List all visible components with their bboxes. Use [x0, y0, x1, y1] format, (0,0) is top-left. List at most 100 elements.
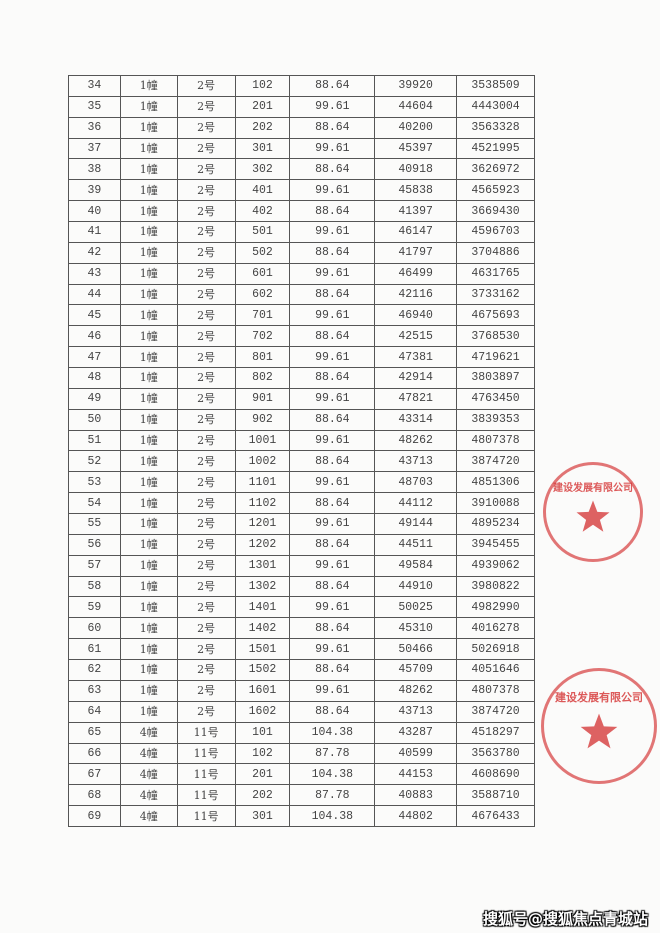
- room-cell: 501: [234, 221, 291, 243]
- total-price-cell: 3563780: [456, 742, 535, 765]
- unit-price-cell: 45310: [374, 617, 458, 640]
- unit-price-cell: 39920: [374, 75, 458, 97]
- unit-cell: 2号: [176, 387, 236, 410]
- building-cell: 1幢: [119, 116, 178, 139]
- room-cell: 1301: [234, 554, 291, 577]
- area-cell: 87.78: [289, 784, 376, 807]
- table-row: 43 1幢 2号 601 99.61 46499 4631765: [68, 262, 535, 285]
- unit-price-cell: 43314: [374, 408, 458, 431]
- room-cell: 1001: [234, 429, 291, 452]
- table-row: 54 1幢 2号 1102 88.64 44112 3910088: [68, 492, 535, 515]
- unit-price-cell: 44910: [374, 575, 458, 598]
- row-number-cell: 46: [68, 325, 121, 348]
- room-cell: 402: [234, 200, 291, 223]
- unit-price-cell: 40200: [374, 116, 458, 139]
- area-cell: 99.61: [289, 471, 376, 494]
- row-number-cell: 40: [68, 200, 121, 223]
- total-price-cell: 4763450: [456, 387, 535, 410]
- company-seal-stamp-2: 建设发展有限公司: [541, 668, 657, 784]
- table-row: 62 1幢 2号 1502 88.64 45709 4051646: [68, 659, 535, 681]
- unit-price-cell: 45397: [374, 137, 458, 160]
- unit-cell: 11号: [176, 805, 236, 827]
- area-cell: 99.61: [289, 179, 376, 202]
- row-number-cell: 54: [68, 492, 121, 515]
- row-number-cell: 68: [68, 784, 121, 807]
- building-cell: 1幢: [119, 75, 178, 97]
- room-cell: 202: [234, 116, 291, 139]
- total-price-cell: 4675693: [456, 304, 535, 327]
- row-number-cell: 63: [68, 679, 121, 702]
- unit-cell: 2号: [176, 429, 236, 452]
- unit-price-cell: 45709: [374, 659, 458, 681]
- area-cell: 88.64: [289, 158, 376, 181]
- unit-cell: 2号: [176, 513, 236, 535]
- room-cell: 1501: [234, 638, 291, 661]
- total-price-cell: 4565923: [456, 179, 535, 202]
- total-price-cell: 4521995: [456, 137, 535, 160]
- room-cell: 802: [234, 367, 291, 389]
- unit-cell: 11号: [176, 784, 236, 807]
- unit-cell: 2号: [176, 617, 236, 640]
- room-cell: 1401: [234, 596, 291, 619]
- total-price-cell: 4518297: [456, 721, 535, 744]
- unit-price-cell: 42515: [374, 325, 458, 348]
- unit-price-cell: 50466: [374, 638, 458, 661]
- row-number-cell: 37: [68, 137, 121, 160]
- unit-price-cell: 47381: [374, 346, 458, 369]
- table-row: 47 1幢 2号 801 99.61 47381 4719621: [68, 346, 535, 369]
- room-cell: 102: [234, 742, 291, 765]
- area-cell: 99.61: [289, 346, 376, 369]
- building-cell: 1幢: [119, 367, 178, 389]
- star-icon: [576, 500, 610, 532]
- table-row: 39 1幢 2号 401 99.61 45838 4565923: [68, 179, 535, 202]
- row-number-cell: 38: [68, 158, 121, 181]
- unit-cell: 2号: [176, 116, 236, 139]
- unit-price-cell: 44802: [374, 805, 458, 827]
- row-number-cell: 66: [68, 742, 121, 765]
- area-cell: 99.61: [289, 137, 376, 160]
- unit-cell: 2号: [176, 221, 236, 243]
- room-cell: 1202: [234, 533, 291, 556]
- room-cell: 1101: [234, 471, 291, 494]
- unit-cell: 2号: [176, 638, 236, 661]
- table-row: 40 1幢 2号 402 88.64 41397 3669430: [68, 200, 535, 223]
- total-price-cell: 3733162: [456, 283, 535, 306]
- total-price-cell: 3874720: [456, 700, 535, 723]
- row-number-cell: 52: [68, 450, 121, 473]
- row-number-cell: 49: [68, 387, 121, 410]
- room-cell: 602: [234, 283, 291, 306]
- table-row: 60 1幢 2号 1402 88.64 45310 4016278: [68, 617, 535, 640]
- row-number-cell: 56: [68, 533, 121, 556]
- building-cell: 1幢: [119, 387, 178, 410]
- unit-cell: 2号: [176, 158, 236, 181]
- row-number-cell: 57: [68, 554, 121, 577]
- room-cell: 1402: [234, 617, 291, 640]
- total-price-cell: 4016278: [456, 617, 535, 640]
- row-number-cell: 50: [68, 408, 121, 431]
- row-number-cell: 53: [68, 471, 121, 494]
- table-row: 67 4幢 11号 201 104.38 44153 4608690: [68, 763, 535, 786]
- unit-cell: 2号: [176, 596, 236, 619]
- area-cell: 88.64: [289, 116, 376, 139]
- building-cell: 4幢: [119, 721, 178, 744]
- table-row: 63 1幢 2号 1601 99.61 48262 4807378: [68, 679, 535, 702]
- unit-cell: 2号: [176, 346, 236, 369]
- unit-price-cell: 49144: [374, 513, 458, 535]
- total-price-cell: 3538509: [456, 75, 535, 97]
- unit-price-cell: 46147: [374, 221, 458, 243]
- building-cell: 4幢: [119, 763, 178, 786]
- unit-cell: 2号: [176, 533, 236, 556]
- unit-cell: 2号: [176, 200, 236, 223]
- room-cell: 101: [234, 721, 291, 744]
- table-row: 65 4幢 11号 101 104.38 43287 4518297: [68, 721, 535, 744]
- row-number-cell: 44: [68, 283, 121, 306]
- row-number-cell: 51: [68, 429, 121, 452]
- row-number-cell: 59: [68, 596, 121, 619]
- unit-price-cell: 43287: [374, 721, 458, 744]
- area-cell: 104.38: [289, 763, 376, 786]
- area-cell: 99.61: [289, 679, 376, 702]
- total-price-cell: 3803897: [456, 367, 535, 389]
- room-cell: 1002: [234, 450, 291, 473]
- room-cell: 102: [234, 75, 291, 97]
- building-cell: 1幢: [119, 575, 178, 598]
